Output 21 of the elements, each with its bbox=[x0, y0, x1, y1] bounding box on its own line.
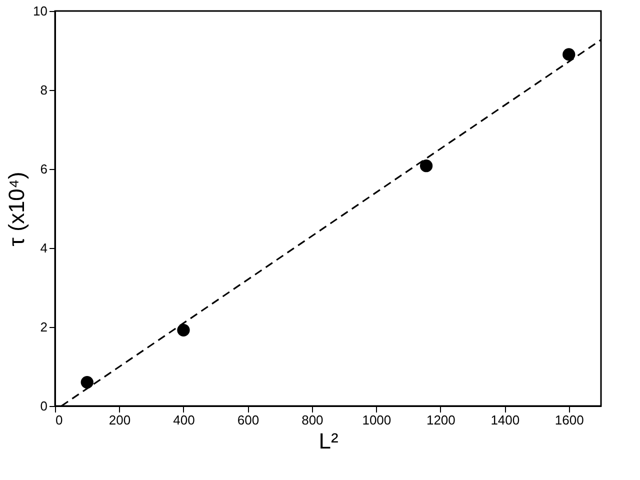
y-tick-label: 6 bbox=[40, 162, 48, 176]
x-axis-title: L² bbox=[318, 428, 338, 454]
x-tick-label: 200 bbox=[108, 412, 131, 428]
x-tick-label: 1000 bbox=[362, 412, 392, 428]
y-axis-title: τ (x10⁴) bbox=[4, 172, 30, 246]
point bbox=[80, 376, 94, 389]
point bbox=[177, 324, 190, 336]
y-tick-label: 2 bbox=[40, 320, 48, 334]
point bbox=[562, 48, 576, 61]
x-tick-label: 1600 bbox=[554, 412, 584, 428]
x-tick-label: 800 bbox=[302, 412, 324, 428]
x-tick-label: 1400 bbox=[490, 412, 520, 428]
y-tick-label: 8 bbox=[40, 82, 48, 98]
y-tick-label: 10 bbox=[33, 4, 48, 18]
y-tick-label: 0 bbox=[40, 398, 48, 414]
x-tick-label: 400 bbox=[173, 412, 195, 428]
x-tick-label: 600 bbox=[237, 412, 260, 428]
x-tick-label: 1200 bbox=[426, 412, 456, 428]
point bbox=[420, 160, 433, 172]
x-tick-label: 0 bbox=[56, 412, 63, 428]
y-tick-label: 4 bbox=[40, 240, 48, 256]
